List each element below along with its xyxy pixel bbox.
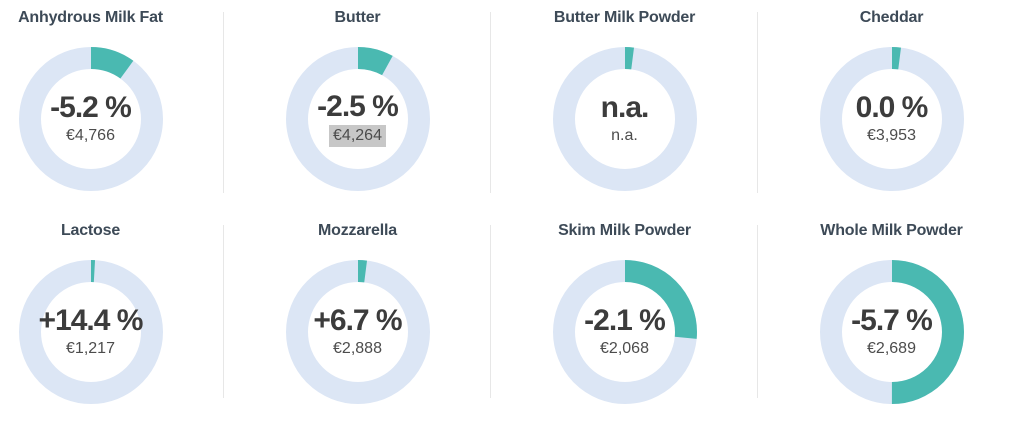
donut-ring [552, 260, 697, 404]
price-change-value: +6.7 % [313, 304, 402, 337]
price-value: €3,953 [867, 127, 916, 144]
donut-ring [285, 47, 430, 191]
product-card: Mozzarella +6.7 % €2,888 [224, 205, 491, 421]
price-change-value: +14.4 % [38, 304, 144, 337]
product-card: Anhydrous Milk Fat -5.2 % €4,766 [0, 0, 224, 205]
donut-center-labels: +14.4 % €1,217 [19, 260, 163, 404]
donut-chart[interactable]: -2.5 % €4,264 [285, 47, 430, 191]
product-title: Anhydrous Milk Fat [18, 9, 163, 26]
donut-chart[interactable]: 0.0 % €3,953 [819, 47, 964, 191]
price-value: €2,888 [333, 340, 382, 357]
donut-center-labels: -2.5 % €4,264 [286, 47, 430, 191]
donut-chart[interactable]: n.a. n.a. [552, 47, 697, 191]
price-change-value: -5.2 % [50, 91, 132, 124]
donut-center-labels: -5.7 % €2,689 [820, 260, 964, 404]
product-title: Butter [334, 9, 381, 26]
donut-chart[interactable]: -5.2 % €4,766 [18, 47, 163, 191]
price-value: n.a. [611, 127, 638, 144]
donut-ring [18, 260, 163, 404]
product-card: Lactose +14.4 % €1,217 [0, 205, 224, 421]
price-value: €2,068 [600, 340, 649, 357]
donut-center-labels: n.a. n.a. [553, 47, 697, 191]
donut-chart[interactable]: +14.4 % €1,217 [18, 260, 163, 404]
product-title: Whole Milk Powder [820, 222, 963, 239]
donut-center-labels: 0.0 % €3,953 [820, 47, 964, 191]
price-value: €4,766 [66, 127, 115, 144]
donut-chart[interactable]: -2.1 % €2,068 [552, 260, 697, 404]
price-value: €1,217 [66, 340, 115, 357]
price-value: €2,689 [867, 340, 916, 357]
product-card: Skim Milk Powder -2.1 % €2,068 [491, 205, 758, 421]
product-title: Cheddar [859, 9, 924, 26]
price-change-value: -5.7 % [851, 304, 933, 337]
donut-ring [819, 47, 964, 191]
product-card: Butter Milk Powder n.a. n.a. [491, 0, 758, 205]
product-card: Butter -2.5 % €4,264 [224, 0, 491, 205]
price-change-value: n.a. [600, 91, 650, 124]
donut-center-labels: -2.1 % €2,068 [553, 260, 697, 404]
donut-center-labels: -5.2 % €4,766 [19, 47, 163, 191]
price-change-value: 0.0 % [855, 91, 929, 124]
donut-center-labels: +6.7 % €2,888 [286, 260, 430, 404]
donut-ring [18, 47, 163, 191]
product-title: Mozzarella [318, 222, 397, 239]
product-card: Cheddar 0.0 % €3,953 [758, 0, 1024, 205]
product-card: Whole Milk Powder -5.7 % €2,689 [758, 205, 1024, 421]
donut-ring [819, 260, 964, 404]
donut-chart[interactable]: +6.7 % €2,888 [285, 260, 430, 404]
product-title: Butter Milk Powder [553, 9, 696, 26]
price-change-value: -2.5 % [317, 90, 399, 123]
donut-ring [285, 260, 430, 404]
donut-chart[interactable]: -5.7 % €2,689 [819, 260, 964, 404]
price-change-value: -2.1 % [584, 304, 666, 337]
product-title: Skim Milk Powder [558, 222, 691, 239]
product-title: Lactose [60, 222, 121, 239]
price-value: €4,264 [329, 125, 386, 147]
donut-ring [552, 47, 697, 191]
